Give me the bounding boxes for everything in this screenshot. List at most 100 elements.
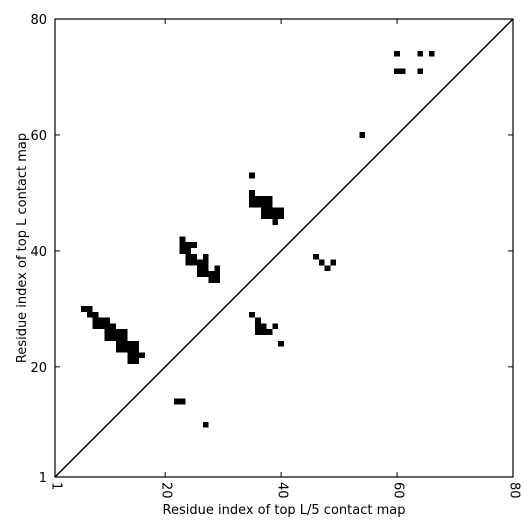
contact-point-lower [272,323,279,330]
contact-point-lower [260,329,267,335]
contact-point-lower [312,253,319,260]
x-tick-label: 80 [507,482,522,499]
contact-point-upper [359,132,366,138]
x-tick-label: 60 [391,482,406,499]
contact-point-lower [115,334,122,341]
contact-point-upper [249,201,256,208]
contact-point-upper [197,259,203,266]
contact-point-upper [202,259,209,266]
contact-point-upper [399,68,406,75]
contact-point-lower [179,398,186,405]
contact-point-upper [202,253,209,260]
contact-point-lower [133,340,140,347]
contact-point-upper [191,259,198,266]
contact-point-lower [121,346,128,353]
contact-point-upper [260,207,267,214]
contact-point-upper [417,50,424,57]
contact-point-lower [104,329,111,335]
contact-point-upper [266,195,273,202]
contact-point-lower [173,398,180,405]
contact-point-upper [185,259,192,266]
contact-point-lower [266,329,273,335]
contact-point-upper [249,195,256,202]
y-tick-label: 80 [30,13,47,28]
contact-point-upper [272,219,279,225]
x-tick-label: 20 [159,482,174,499]
contact-point-upper [208,276,215,283]
contact-point-upper [214,265,221,272]
contact-point-lower [115,340,122,347]
contact-point-upper [197,265,203,272]
contact-point-upper [260,201,267,208]
contact-point-lower [202,421,209,428]
plot-frame [54,18,514,478]
contact-point-lower [92,311,99,318]
contact-point-upper [179,248,186,254]
data-marks [54,18,514,478]
y-axis-label: Residue index of top L contact map [15,133,30,363]
contact-point-lower [110,329,116,335]
contact-point-upper [417,68,424,75]
contact-point-lower [98,317,105,324]
contact-point-lower [104,317,111,324]
contact-point-upper [185,242,192,248]
contact-point-upper [214,276,221,283]
contact-point-upper [202,265,209,272]
y-tick-label: 40 [30,245,47,260]
contact-point-upper [255,195,261,202]
contact-point-upper [179,236,186,243]
contact-point-lower [278,340,284,347]
contact-point-lower [127,358,134,364]
contact-point-upper [202,271,209,277]
contact-point-lower [81,305,87,312]
contact-point-upper [249,190,256,196]
contact-point-upper [272,213,279,220]
contact-point-lower [86,311,93,318]
contact-point-lower [92,323,99,330]
contact-point-lower [255,317,261,324]
contact-point-lower [104,334,111,341]
contact-point-upper [191,253,198,260]
contact-point-upper [428,50,435,57]
contact-point-upper [278,213,284,220]
contact-point-upper [266,213,273,220]
contact-point-lower [98,323,105,330]
contact-point-upper [214,271,221,277]
x-tick-label: 1 [49,482,64,490]
contact-point-upper [266,207,273,214]
y-tick-label: 20 [30,361,47,376]
contact-point-upper [249,172,256,179]
contact-point-lower [133,358,140,364]
contact-point-lower [127,352,134,359]
contact-point-lower [260,323,267,330]
contact-point-lower [139,352,145,359]
contact-point-upper [272,207,279,214]
y-tick-label: 60 [30,129,47,144]
contact-point-upper [185,253,192,260]
x-axis-label: Residue index of top L/5 contact map [163,503,406,518]
contact-point-upper [394,50,400,57]
contact-point-lower [255,329,261,335]
contact-point-lower [121,329,128,335]
contact-point-upper [208,271,215,277]
contact-point-lower [110,334,116,341]
contact-point-upper [266,201,273,208]
contact-point-lower [104,323,111,330]
contact-point-lower [92,317,99,324]
axis-ticks: 1 20 40 60 80 1 20 40 60 80 [30,13,521,499]
contact-point-lower [127,340,134,347]
contact-point-lower [133,346,140,353]
contact-point-upper [185,248,192,254]
contact-point-upper [197,271,203,277]
contact-point-lower [110,323,116,330]
diagonal-line [54,18,514,478]
contact-point-lower [249,311,256,318]
contact-point-lower [330,259,337,266]
contact-point-upper [255,201,261,208]
contact-point-upper [278,207,284,214]
contact-point-lower [318,259,325,266]
contact-point-upper [260,213,267,220]
y-tick-label: 1 [39,471,47,486]
contact-point-lower [115,346,122,353]
